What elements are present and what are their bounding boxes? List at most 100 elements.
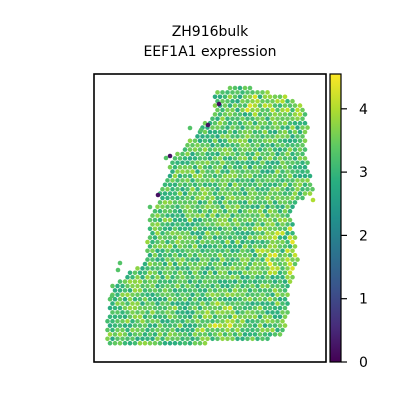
spot bbox=[190, 239, 195, 245]
spot bbox=[310, 197, 316, 203]
spot bbox=[295, 169, 300, 174]
spot bbox=[225, 327, 230, 333]
spot bbox=[115, 310, 120, 315]
spot bbox=[160, 301, 165, 306]
spot bbox=[180, 195, 185, 201]
spot bbox=[160, 310, 165, 315]
spot bbox=[277, 138, 283, 144]
spot bbox=[242, 173, 248, 179]
spot bbox=[170, 274, 175, 280]
spot bbox=[207, 191, 213, 196]
spot bbox=[275, 274, 280, 280]
spot bbox=[277, 235, 283, 240]
spot bbox=[302, 156, 308, 161]
spot bbox=[162, 323, 168, 328]
spot bbox=[252, 244, 258, 249]
spot bbox=[200, 186, 205, 192]
spot bbox=[175, 336, 180, 342]
spot bbox=[197, 173, 203, 179]
spot bbox=[270, 213, 275, 218]
spot bbox=[287, 182, 293, 188]
spot bbox=[170, 222, 175, 227]
spot bbox=[230, 160, 235, 166]
spot bbox=[190, 283, 195, 289]
spot bbox=[247, 296, 253, 302]
spot bbox=[230, 142, 235, 148]
spot bbox=[242, 252, 248, 258]
spot bbox=[155, 327, 160, 333]
spot bbox=[127, 340, 133, 346]
spot bbox=[215, 301, 220, 306]
spot bbox=[277, 252, 283, 258]
spot bbox=[277, 288, 283, 293]
spot bbox=[182, 332, 188, 337]
spot bbox=[195, 222, 200, 227]
spot bbox=[275, 318, 280, 324]
spot bbox=[245, 274, 250, 280]
spot bbox=[160, 257, 165, 262]
spot bbox=[177, 191, 183, 196]
spot bbox=[222, 208, 228, 214]
spot bbox=[212, 147, 218, 152]
spot bbox=[287, 244, 293, 249]
spot bbox=[232, 314, 238, 320]
spot bbox=[187, 332, 193, 337]
chart-title-line-1: ZH916bulk bbox=[172, 24, 249, 40]
spot bbox=[227, 235, 233, 240]
spot bbox=[160, 283, 165, 289]
spot bbox=[280, 318, 285, 324]
spot bbox=[280, 257, 285, 262]
spot bbox=[202, 288, 208, 293]
spot bbox=[182, 235, 188, 240]
spot bbox=[187, 164, 193, 170]
spot bbox=[132, 332, 138, 337]
spot bbox=[230, 266, 235, 271]
spot bbox=[270, 257, 275, 262]
spot bbox=[292, 103, 298, 108]
spot bbox=[162, 200, 168, 205]
spot bbox=[190, 204, 195, 210]
spot bbox=[282, 156, 288, 161]
spot bbox=[270, 274, 275, 280]
spot bbox=[225, 222, 230, 227]
spot bbox=[125, 327, 130, 333]
spot bbox=[245, 125, 250, 130]
spot bbox=[197, 252, 203, 258]
spot bbox=[137, 279, 143, 284]
spot bbox=[260, 318, 265, 324]
spot bbox=[177, 173, 183, 179]
spot bbox=[257, 112, 263, 117]
spot bbox=[205, 222, 210, 227]
spot bbox=[270, 222, 275, 227]
spot bbox=[197, 182, 203, 188]
spot bbox=[240, 327, 245, 333]
spot bbox=[177, 235, 183, 240]
spot bbox=[180, 151, 185, 157]
spot bbox=[260, 274, 265, 280]
spot bbox=[155, 239, 160, 245]
spot bbox=[252, 252, 258, 258]
spot bbox=[235, 310, 240, 315]
spot bbox=[287, 279, 293, 284]
spot bbox=[190, 178, 195, 183]
spot bbox=[280, 169, 285, 174]
spot bbox=[180, 327, 185, 333]
spot bbox=[207, 235, 213, 240]
spot bbox=[167, 208, 173, 214]
spot bbox=[227, 288, 233, 293]
spot bbox=[240, 301, 245, 306]
spot bbox=[170, 318, 175, 324]
spot bbox=[257, 305, 263, 311]
spot bbox=[170, 230, 175, 236]
spot bbox=[190, 318, 195, 324]
spot bbox=[112, 332, 118, 337]
spot bbox=[192, 244, 198, 249]
spot bbox=[195, 178, 200, 183]
spot bbox=[235, 318, 240, 324]
spot bbox=[132, 323, 138, 328]
spot bbox=[187, 296, 193, 302]
spot bbox=[182, 288, 188, 293]
spot bbox=[202, 156, 208, 161]
spot bbox=[182, 261, 188, 267]
spot bbox=[120, 292, 125, 298]
